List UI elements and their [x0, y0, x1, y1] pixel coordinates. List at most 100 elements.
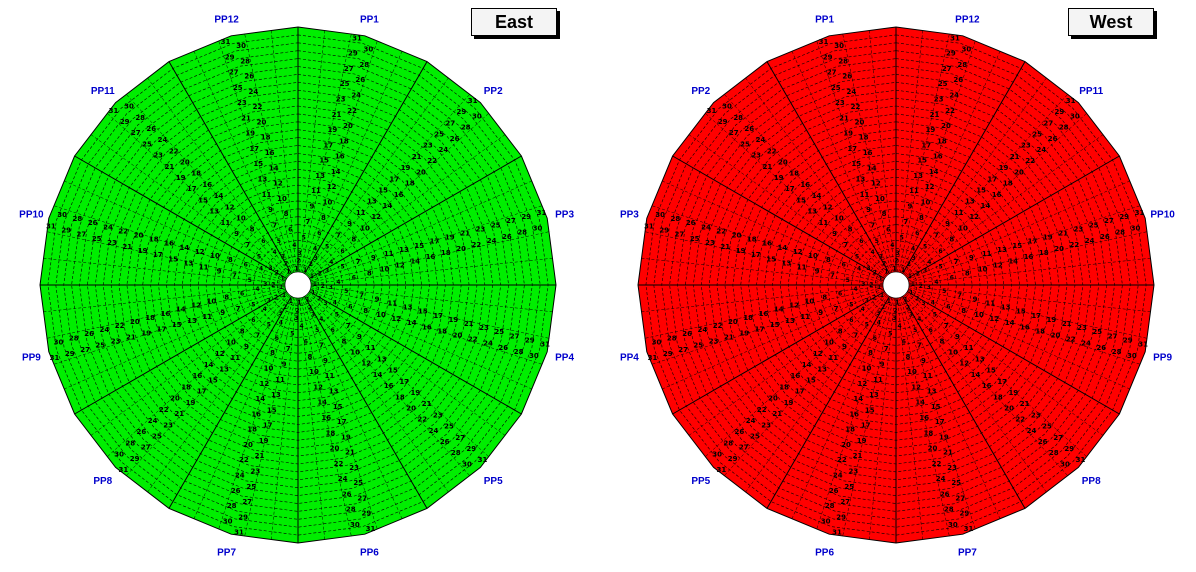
ring-number-label: 1: [289, 298, 293, 305]
ring-number-label: 20: [330, 445, 340, 453]
ring-number-label: 17: [153, 251, 163, 259]
ring-number-label: 31: [1138, 341, 1148, 349]
ring-number-label: 23: [705, 239, 715, 247]
ring-number-label: 12: [395, 261, 405, 269]
ring-number-label: 12: [361, 360, 371, 368]
ring-number-label: 27: [445, 119, 455, 127]
ring-number-label: 28: [73, 215, 83, 223]
subsector-boundary: [704, 293, 887, 458]
ring-number-label: 29: [1064, 445, 1074, 453]
ring-number-label: 8: [367, 270, 372, 278]
ring-number-label: 7: [236, 305, 241, 313]
subsector-boundary: [907, 179, 1132, 280]
ring-number-label: 16: [919, 414, 929, 422]
ring-number-label: 9: [217, 268, 222, 276]
ring-number-label: 4: [329, 259, 333, 266]
ring-number-label: 23: [761, 421, 771, 429]
ring-number-label: 4: [890, 242, 894, 249]
ring-number-label: 4: [853, 286, 857, 293]
ring-number-label: 2: [869, 282, 873, 289]
ring-number-label: 4: [917, 316, 921, 323]
ring-number-label: 5: [846, 277, 850, 284]
ring-number-label: 23: [835, 99, 845, 107]
ring-number-label: 17: [751, 251, 761, 259]
ring-number-label: 29: [238, 513, 248, 521]
ring-number-label: 15: [806, 377, 816, 385]
ring-number-label: 2: [872, 295, 876, 302]
ring-number-label: 18: [859, 134, 869, 142]
ring-number-label: 13: [975, 355, 985, 363]
subsector-boundary: [146, 295, 291, 494]
ring-number-label: 28: [671, 215, 681, 223]
ring-number-label: 14: [269, 164, 279, 172]
ring-number-label: 20: [416, 168, 426, 176]
ring-number-label: 19: [176, 174, 186, 182]
ring-number-label: 9: [234, 230, 239, 238]
ring-number-label: 21: [255, 452, 265, 460]
ring-number-label: 27: [1043, 119, 1053, 127]
subsector-boundary: [310, 287, 551, 339]
ring-number-label: 21: [1020, 400, 1030, 408]
ring-number-label: 3: [876, 310, 880, 317]
ring-number-label: 24: [833, 472, 843, 480]
ring-number-label: 5: [277, 238, 281, 245]
subsector-boundary: [744, 76, 889, 275]
ring-number-label: 26: [137, 428, 147, 436]
ring-number-label: 12: [871, 180, 881, 188]
ring-number-label: 25: [693, 342, 703, 350]
ring-number-label: 27: [506, 217, 516, 225]
ring-number-label: 3: [298, 250, 302, 257]
ring-number-label: 13: [315, 172, 325, 180]
ring-number-label: 14: [373, 371, 383, 379]
ring-number-label: 20: [1014, 168, 1024, 176]
ring-number-label: 4: [273, 249, 277, 256]
subsector-boundary: [89, 292, 288, 437]
ring-number-label: 15: [319, 157, 329, 165]
ring-number-label: 10: [948, 349, 958, 357]
ring-number-label: 5: [865, 321, 869, 328]
ring-number-label: 28: [227, 502, 237, 510]
sector-label-pp9: PP9: [1153, 352, 1172, 363]
ring-number-label: 26: [829, 487, 839, 495]
ring-number-label: 30: [1127, 352, 1137, 360]
ring-number-label: 15: [208, 377, 218, 385]
ring-number-label: 4: [877, 319, 881, 326]
sector-label-pp7: PP7: [958, 548, 977, 559]
ring-number-label: 5: [888, 331, 892, 338]
sector-label-pp8: PP8: [93, 476, 112, 487]
ring-number-label: 23: [433, 411, 443, 419]
ring-number-label: 28: [1059, 124, 1069, 132]
sector-boundary: [168, 296, 292, 509]
subsector-boundary: [310, 231, 551, 283]
ring-number-label: 26: [686, 219, 696, 227]
ring-number-label: 5: [855, 253, 859, 260]
ring-number-label: 2: [873, 270, 877, 277]
ring-number-label: 20: [728, 318, 738, 326]
ring-number-label: 1: [908, 273, 912, 280]
ring-number-label: 25: [92, 235, 102, 243]
ring-number-label: 31: [707, 107, 717, 115]
ring-number-label: 7: [944, 322, 949, 330]
ring-number-label: 12: [195, 248, 205, 256]
ring-number-label: 27: [141, 444, 151, 452]
ring-number-label: 24: [351, 92, 361, 100]
ring-number-label: 25: [152, 433, 162, 441]
ring-number-label: 16: [251, 410, 261, 418]
sector-boundary: [766, 296, 890, 509]
ring-number-label: 18: [845, 426, 855, 434]
ring-number-label: 6: [950, 275, 954, 282]
ring-number-label: 31: [1135, 209, 1145, 217]
subsector-boundary: [901, 296, 1002, 521]
subsector-boundary: [125, 294, 290, 477]
ring-number-label: 24: [429, 427, 439, 435]
ring-number-label: 12: [313, 383, 323, 391]
ring-number-label: 28: [957, 61, 967, 69]
ring-number-label: 20: [855, 118, 865, 126]
ring-number-label: 27: [729, 129, 739, 137]
sector-label-pp2: PP2: [484, 86, 503, 97]
ring-number-label: 19: [939, 433, 949, 441]
ring-number-label: 24: [249, 88, 259, 96]
ring-number-label: 15: [931, 403, 941, 411]
ring-number-label: 27: [357, 494, 367, 502]
ring-number-label: 28: [1112, 348, 1122, 356]
